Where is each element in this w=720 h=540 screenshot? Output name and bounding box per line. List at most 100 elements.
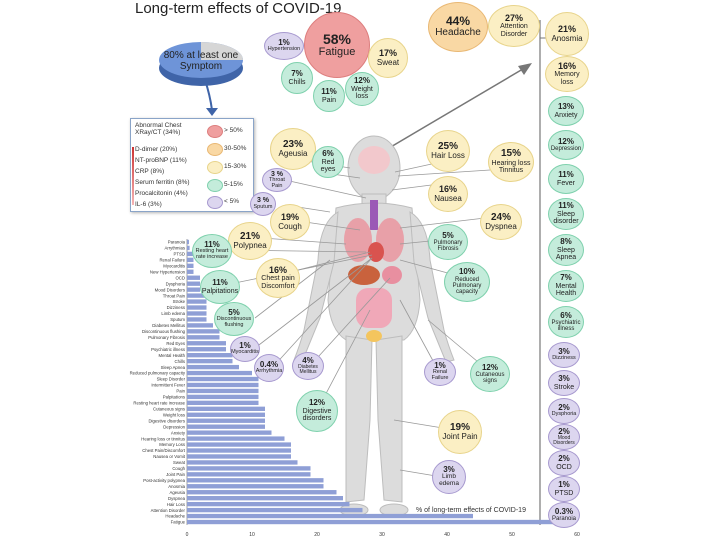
symptom-pie-chart (159, 42, 243, 86)
bubble-fatigue: 58% Fatigue (304, 12, 370, 78)
legend-swatch (207, 196, 223, 209)
bar-category-label: Limb edema (161, 311, 185, 316)
bubble-sleep-apnea: 8% Sleep Apnea (548, 234, 584, 266)
x-tick-label: 0 (186, 532, 189, 538)
pie-arrow-head (206, 108, 218, 116)
bar-category-label: Myocarditis (163, 263, 185, 268)
bar-category-label: Fatigue (171, 520, 186, 525)
bar-category-label: Nausea or Vomit (153, 454, 186, 459)
bar-category-label: Pain (176, 389, 185, 394)
bladder (366, 330, 382, 342)
legend-item: NT-proBNP (11%) (135, 157, 187, 164)
bar-category-label: PTSD (174, 252, 185, 257)
bubble-ocd: 2% OCD (548, 450, 580, 476)
legend-gradient-arrow (132, 147, 134, 205)
bubble-ageusia: 23% Ageusia (270, 128, 316, 170)
x-tick-label: 20 (314, 532, 320, 538)
bubble-renal-failure: 1% Renal Failure (424, 358, 456, 386)
legend-item: CRP (8%) (135, 168, 165, 175)
bar (187, 519, 564, 525)
bubble-hair-loss: 25% Hair Loss (426, 130, 470, 172)
bubble-discontinuous-flushing: 5% Discontinuous flushing (214, 302, 254, 336)
bar-category-label: Renal Failure (159, 258, 185, 263)
legend-range: > 50% (224, 127, 243, 134)
bubble-sleep-disorder: 11% Sleep disorder (548, 198, 584, 230)
bar-category-label: Mood Disorders (155, 287, 185, 292)
organs (344, 146, 404, 342)
bar-category-label: Sleep Disorder (157, 377, 186, 382)
bubble-myocarditis: 1% Myocarditis (230, 336, 260, 362)
bar (187, 323, 213, 328)
bar-category-label: Anosmia (168, 484, 185, 489)
pie-label: 80% at least one Symptom (163, 50, 239, 72)
bar-category-label: Memory Loss (159, 442, 185, 447)
bar (187, 454, 291, 459)
bar (187, 251, 194, 257)
bar-category-label: Discontinuous flushing (142, 329, 186, 334)
bar (187, 424, 265, 429)
bar-category-label: Hair Loss (167, 502, 185, 507)
bar-category-label: Throat Pain (163, 293, 186, 298)
bar (187, 317, 207, 322)
legend-range: 15-30% (224, 163, 247, 170)
legend-item: IL-6 (3%) (135, 201, 162, 208)
legend-item: Serum ferritin (8%) (135, 179, 190, 186)
bar (187, 341, 226, 346)
bubble-pulmonary-fibrosis: 5% Pulmonary Fibrosis (428, 224, 468, 260)
bar (187, 347, 226, 352)
bubble-nausea: 16% Nausea (428, 176, 468, 212)
left-leg (345, 335, 373, 503)
bubble-digestive-disorders: 12% Digestive disorders (296, 390, 338, 432)
bar (187, 335, 220, 340)
bubble-hearing-loss: 15% Hearing loss Tinnitus (488, 142, 534, 182)
bubble-mood-disorders: 2% Mood Disorders (548, 424, 580, 450)
liver (348, 265, 380, 285)
bubble-cough: 19% Cough (270, 204, 310, 240)
bar-category-label: Sleep Apnea (161, 365, 186, 370)
bar (187, 430, 272, 435)
bubble-sputum: 3 % Sputum (250, 192, 276, 216)
bubble-throat-pain: 3 % Throat Pain (262, 168, 292, 192)
legend-item: D-dimer (20%) (135, 146, 178, 153)
bar (187, 358, 233, 364)
bubble-limb-edema: 3% Limb edema (432, 460, 466, 494)
bar (187, 287, 200, 292)
bar (187, 382, 259, 388)
bar-category-label: Dysphoria (166, 281, 186, 286)
bubble-diabetes: 4% Diabetes Mellitus (292, 352, 324, 380)
legend-swatch (207, 161, 223, 174)
bubble-ptsd: 1% PTSD (548, 476, 580, 502)
right-leg (375, 335, 403, 503)
bubble-pain: 11% Pain (313, 80, 345, 112)
x-tick-label: 10 (249, 532, 255, 538)
bar-category-label: Pulmonary Fibrosis (148, 335, 185, 340)
bar (187, 239, 189, 245)
bubble-hypertension: 1% Hypertension (264, 32, 304, 60)
bar (187, 460, 298, 465)
bubble-pulmonary-capacity: 10% Reduced Pulmonary capacity (444, 262, 490, 302)
bar (187, 257, 194, 263)
bar-category-label: Post-activity polypnea (143, 478, 185, 483)
bar-category-label: Paranoia (168, 240, 186, 245)
brain (358, 146, 390, 174)
bubble-dysphoria: 2% Dysphoria (548, 398, 580, 424)
x-tick-label: 60 (574, 532, 580, 538)
bar (187, 418, 265, 423)
bar (187, 484, 324, 489)
bar (187, 394, 259, 400)
legend-range: 30-50% (224, 145, 247, 152)
bar (187, 436, 285, 441)
bubble-dizziness: 3% Dizziness (548, 342, 580, 368)
bubble-mental-health: 7% Mental Health (548, 270, 584, 302)
x-tick-label: 40 (444, 532, 450, 538)
bar-category-label: Dizziness (167, 305, 185, 310)
bubble-red-eyes: 6% Red eyes (312, 146, 344, 178)
bar (187, 329, 220, 334)
bar-category-label: Sweat (173, 460, 186, 465)
x-tick-label: 30 (379, 532, 385, 538)
bar (187, 293, 207, 298)
bar-category-label: Resting heart rate increase (133, 401, 185, 406)
bar-category-label: Joint Pain (166, 472, 185, 477)
legend-item: Procalcitonin (4%) (135, 190, 188, 197)
